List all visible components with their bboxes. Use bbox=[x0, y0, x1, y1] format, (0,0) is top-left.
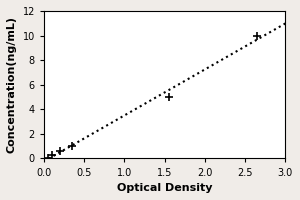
X-axis label: Optical Density: Optical Density bbox=[117, 183, 212, 193]
Y-axis label: Concentration(ng/mL): Concentration(ng/mL) bbox=[7, 16, 17, 153]
